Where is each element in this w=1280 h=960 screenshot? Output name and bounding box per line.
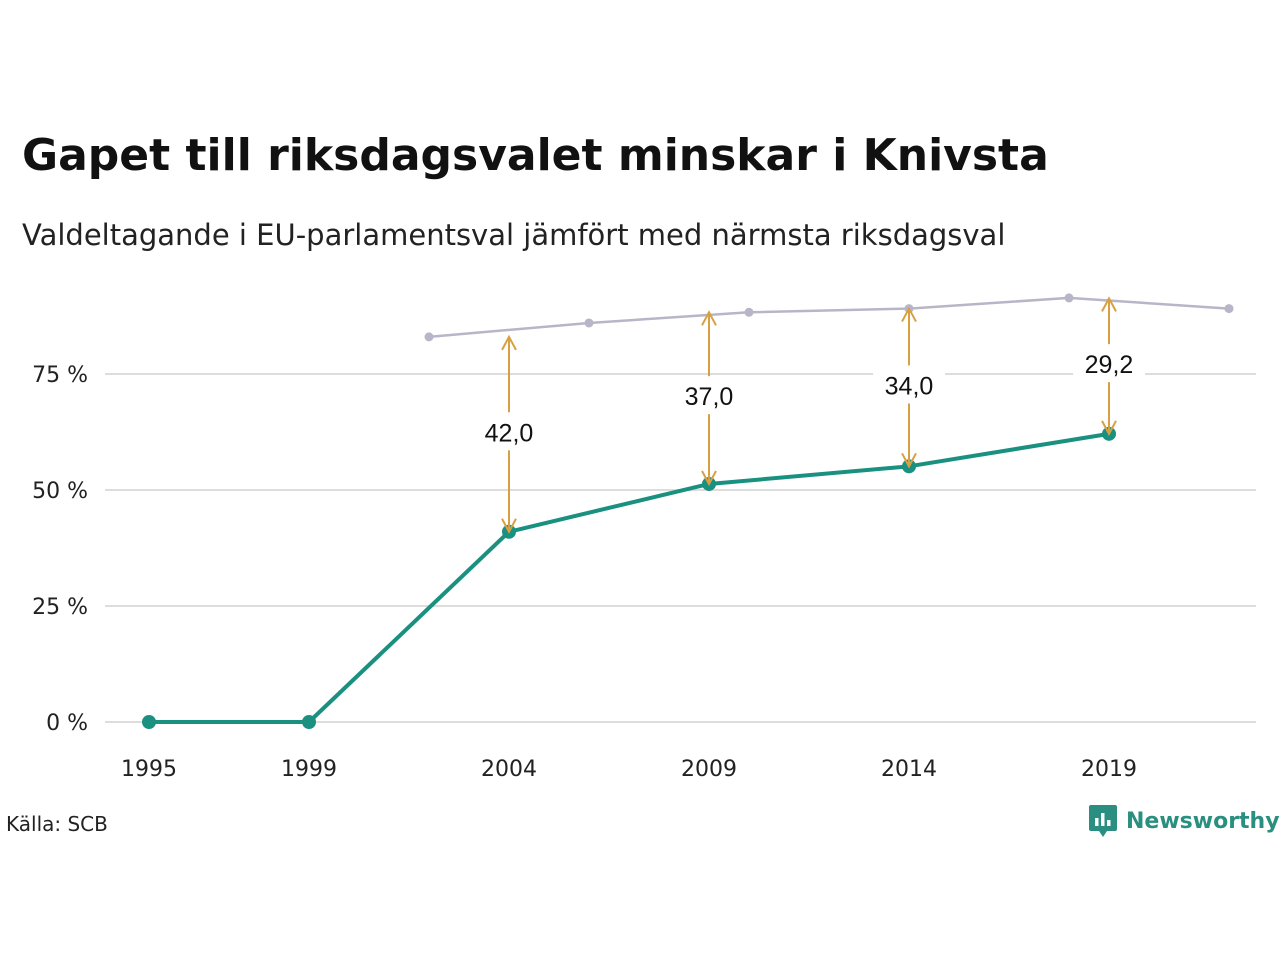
x-tick-label: 1995	[121, 757, 177, 782]
gap-arrow-head-top	[901, 306, 917, 323]
brand-name: Newsworthy	[1126, 808, 1280, 834]
gap-arrow-head-bottom	[701, 470, 717, 487]
chart-title: Gapet till riksdagsvalet minskar i Knivs…	[22, 130, 1049, 181]
x-tick-label: 2014	[881, 757, 937, 782]
riksdag-point	[584, 318, 594, 328]
gap-arrow-head-top	[501, 334, 517, 351]
y-tick-label: 75 %	[32, 363, 88, 388]
brand-logo: Newsworthy	[1088, 803, 1280, 839]
riksdag-series-line	[428, 296, 1230, 339]
eu-series-line	[149, 431, 1110, 724]
newsworthy-logo-icon	[1089, 805, 1117, 837]
x-tick-label: 2019	[1081, 757, 1137, 782]
gap-arrow-head-top	[1101, 296, 1117, 312]
gap-label-bg	[1073, 344, 1145, 383]
gap-arrow-head-bottom	[1101, 420, 1117, 436]
eu-point	[142, 715, 156, 729]
y-tick-label: 50 %	[32, 479, 88, 504]
x-tick-label: 2009	[681, 757, 737, 782]
gap-label-bg	[473, 412, 545, 451]
riksdag-point	[744, 307, 754, 317]
riksdag-point	[424, 332, 434, 342]
gap-label-bg	[873, 365, 945, 404]
y-tick-label: 0 %	[46, 711, 88, 736]
chart-subtitle: Valdeltagande i EU-parlamentsval jämfört…	[22, 218, 1006, 252]
x-tick-label: 1999	[281, 757, 337, 782]
gap-arrow-head-bottom	[501, 518, 517, 534]
x-tick-label: 2004	[481, 757, 537, 782]
eu-point	[302, 715, 316, 729]
gap-label: 34,0	[885, 372, 934, 400]
gap-arrow-head-bottom	[901, 452, 917, 469]
gap-arrow-head-top	[701, 310, 717, 326]
riksdag-point	[1064, 293, 1074, 303]
gap-label-bg	[673, 376, 745, 415]
gap-label: 42,0	[485, 419, 534, 447]
riksdag-point	[1224, 304, 1234, 314]
gap-label: 29,2	[1085, 351, 1134, 379]
source-note: Källa: SCB	[6, 812, 108, 836]
gap-label: 37,0	[685, 383, 734, 411]
y-tick-label: 25 %	[32, 595, 88, 620]
